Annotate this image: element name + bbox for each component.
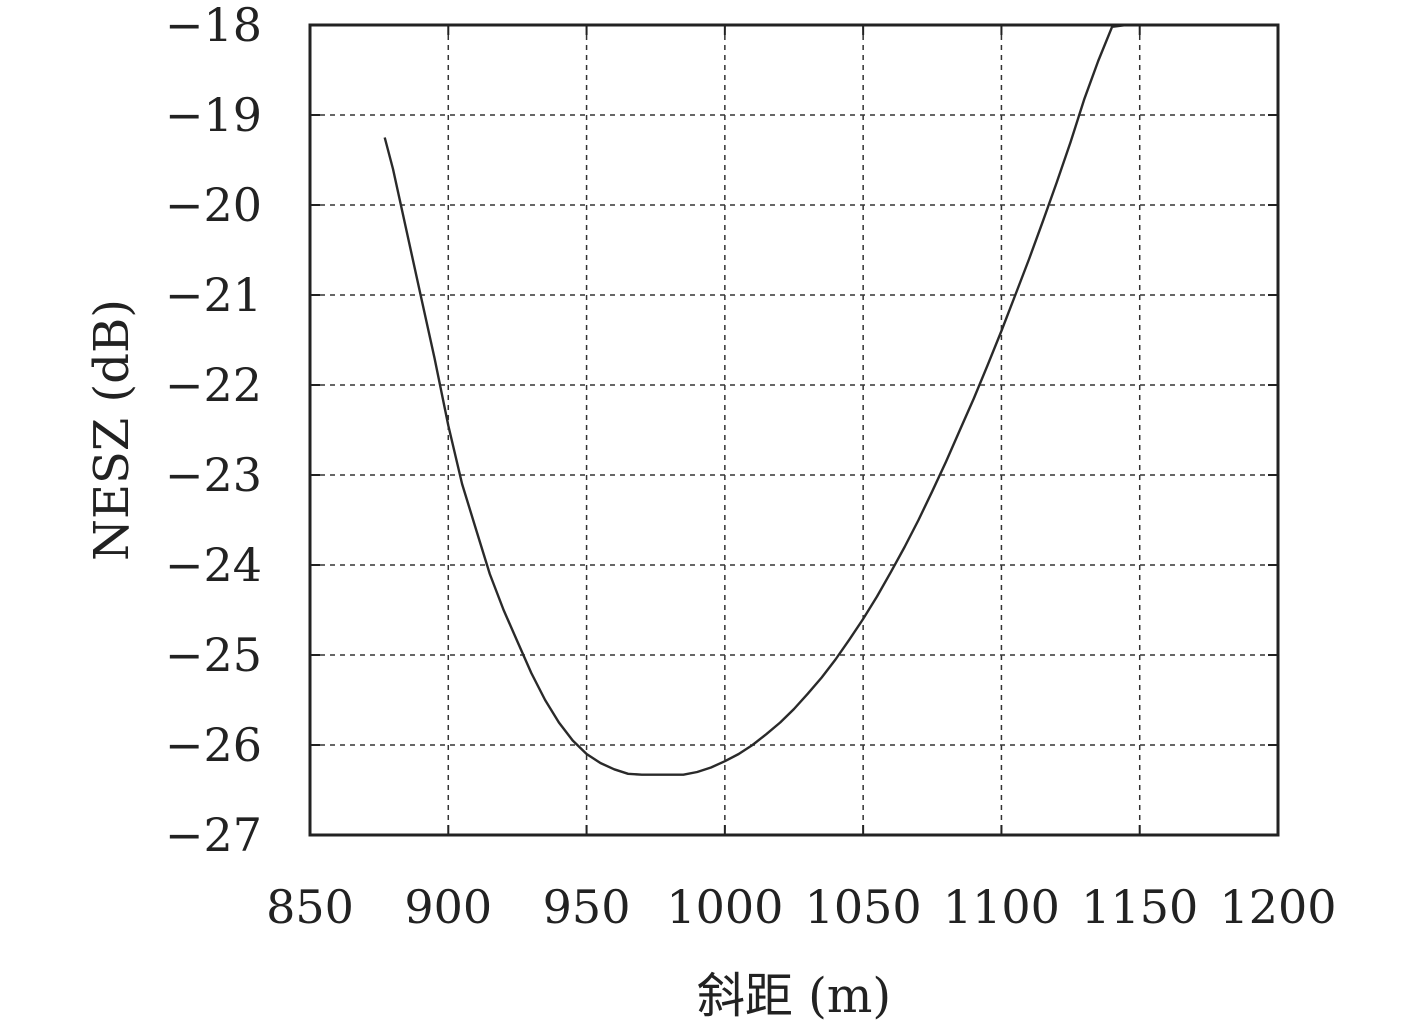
x-tick-label: 1200 bbox=[1219, 880, 1336, 934]
x-tick-label: 1050 bbox=[805, 880, 922, 934]
series bbox=[383, 23, 1176, 776]
y-tick-label: −18 bbox=[165, 0, 262, 52]
y-tick-label: −26 bbox=[165, 718, 262, 772]
y-tick-label: −25 bbox=[165, 628, 262, 682]
y-tick-label: −19 bbox=[165, 88, 262, 142]
y-tick-label: −22 bbox=[165, 358, 262, 412]
x-tick-label: 1150 bbox=[1081, 880, 1198, 934]
y-tick-label: −24 bbox=[165, 538, 262, 592]
x-tick-label: 1100 bbox=[943, 880, 1060, 934]
plot-frame bbox=[308, 23, 1280, 837]
y-axis-label: NESZ (dB) bbox=[84, 299, 140, 561]
nesz-curve bbox=[383, 23, 1176, 776]
y-tick-label: −20 bbox=[165, 178, 262, 232]
y-axis-ticks: −18 −19 −20 −21 −22 −23 −24 −25 −26 −27 bbox=[165, 0, 1278, 862]
x-tick-label: 1000 bbox=[666, 880, 783, 934]
x-axis-ticks: 850 900 950 1000 1050 1100 1150 1200 bbox=[266, 25, 1337, 934]
grid bbox=[310, 25, 1278, 835]
y-tick-label: −27 bbox=[165, 808, 262, 862]
x-tick-label: 850 bbox=[266, 880, 354, 934]
x-tick-label: 900 bbox=[404, 880, 492, 934]
y-tick-label: −23 bbox=[165, 448, 262, 502]
y-tick-label: −21 bbox=[165, 268, 262, 322]
x-axis-label: 斜距 (m) bbox=[697, 968, 891, 1024]
x-tick-label: 950 bbox=[543, 880, 631, 934]
